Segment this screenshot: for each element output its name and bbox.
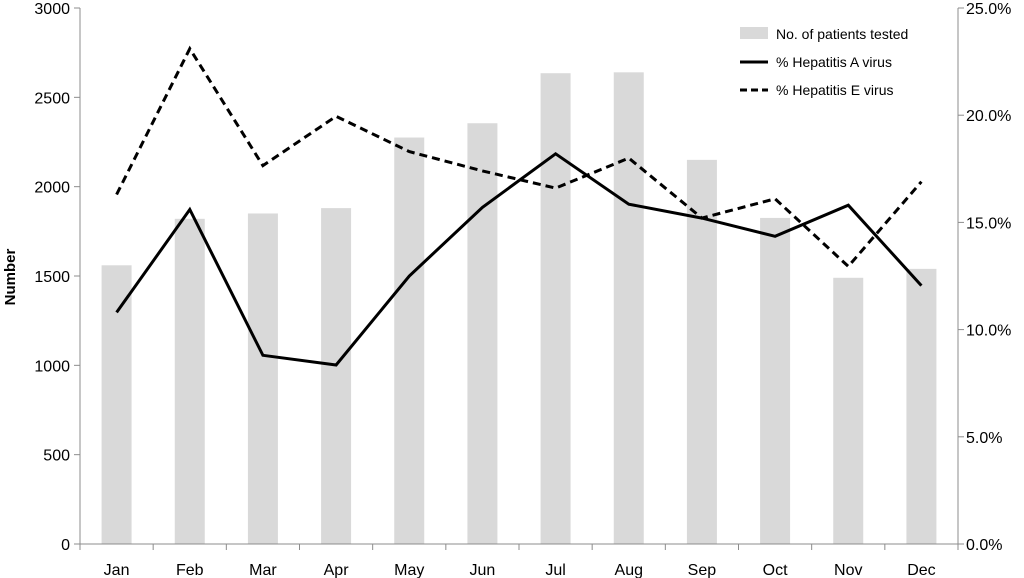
bar-jan <box>101 265 132 544</box>
x-tick-label: Dec <box>907 562 935 578</box>
x-tick-label: Oct <box>763 562 788 578</box>
bar-feb <box>174 218 205 544</box>
bar-apr <box>321 208 352 544</box>
x-tick-label: Aug <box>615 562 643 578</box>
y2-tick-label: 20.0% <box>966 108 1011 125</box>
y2-tick-label: 10.0% <box>966 323 1011 340</box>
line-series-hepatitis-e <box>115 45 923 269</box>
bar-mar <box>247 213 278 544</box>
x-tick-label: Jun <box>470 562 496 578</box>
line-layer <box>115 45 923 367</box>
bar-dec <box>906 268 937 544</box>
x-tick-label: Mar <box>249 562 277 578</box>
y-tick-label: 2000 <box>34 180 70 197</box>
bar-nov <box>833 277 864 544</box>
y2-tick-label: 0.0% <box>966 537 1002 554</box>
x-tick-label: Feb <box>176 562 204 578</box>
line-series-hepatitis-a <box>115 151 923 367</box>
bar-may <box>394 137 425 545</box>
bar-jul <box>540 73 571 545</box>
y2-tick-label: 5.0% <box>966 430 1002 447</box>
x-tick-label: May <box>394 562 424 578</box>
y-axis-label: Number <box>2 249 19 306</box>
y-tick-label: 0 <box>61 537 70 554</box>
y-tick-label: 1500 <box>34 269 70 286</box>
y-tick-label: 2500 <box>34 90 70 107</box>
axes-layer: 0 500 1000 1500 2000 2500 3000 0.0% 5.0% 10.0% 15.… <box>34 1 1011 578</box>
x-tick-label: Sep <box>688 562 717 578</box>
x-tick-label: Jul <box>545 562 565 578</box>
y-tick-label: 500 <box>43 448 70 465</box>
y-tick-label: 3000 <box>34 1 70 18</box>
x-tick-label: Nov <box>834 562 862 578</box>
x-tick-label: Apr <box>324 562 350 578</box>
y2-tick-label: 25.0% <box>966 1 1011 18</box>
bar-layer <box>101 72 937 545</box>
legend-label: % Hepatitis A virus <box>776 54 892 70</box>
bar-aug <box>613 72 644 544</box>
legend-label: % Hepatitis E virus <box>776 82 893 98</box>
bar-sep <box>686 159 717 544</box>
y2-tick-label: 15.0% <box>966 215 1011 232</box>
x-tick-label: Jan <box>104 562 130 578</box>
legend-swatch-bar <box>740 27 768 39</box>
legend: No. of patients tested % Hepatitis A viru… <box>740 26 908 98</box>
bar-oct <box>760 217 791 544</box>
y-tick-label: 1000 <box>34 358 70 375</box>
bar-jun <box>467 123 498 545</box>
legend-label: No. of patients tested <box>776 26 908 42</box>
